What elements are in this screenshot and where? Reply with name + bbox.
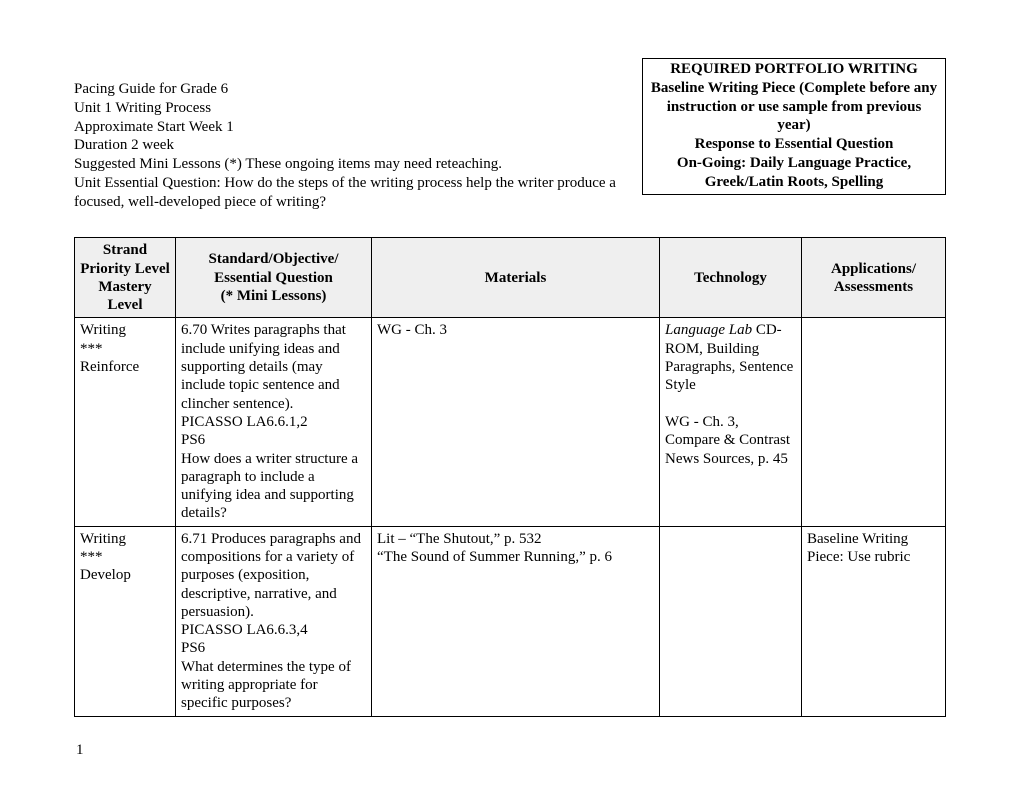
col-strand-header: StrandPriority LevelMastery Level (75, 238, 176, 318)
table-row: Writing***Develop 6.71 Produces paragrap… (75, 526, 946, 716)
cell-strand: Writing***Reinforce (75, 318, 176, 526)
table-row: Writing***Reinforce 6.70 Writes paragrap… (75, 318, 946, 526)
portfolio-box: REQUIRED PORTFOLIO WRITING Baseline Writ… (642, 58, 946, 195)
cell-applications (802, 318, 946, 526)
cell-materials: WG - Ch. 3 (372, 318, 660, 526)
tech-italic: Language Lab (665, 322, 752, 338)
cell-strand: Writing***Develop (75, 526, 176, 716)
cell-applications: Baseline Writing Piece: Use rubric (802, 526, 946, 716)
col-technology-header: Technology (660, 238, 802, 318)
header-line: Duration 2 week (74, 136, 624, 155)
table-header-row: StrandPriority LevelMastery Level Standa… (75, 238, 946, 318)
page-number: 1 (76, 742, 84, 759)
header-left: Pacing Guide for Grade 6 Unit 1 Writing … (74, 58, 624, 211)
cell-technology: Language Lab CD-ROM, Building Paragraphs… (660, 318, 802, 526)
portfolio-line: Response to Essential Question (649, 135, 939, 154)
header-line: Pacing Guide for Grade 6 (74, 80, 624, 99)
col-standard-header: Standard/Objective/Essential Question(* … (176, 238, 372, 318)
portfolio-line: REQUIRED PORTFOLIO WRITING (649, 60, 939, 79)
header-line: Unit 1 Writing Process (74, 99, 624, 118)
portfolio-line: Baseline Writing Piece (Complete before … (649, 79, 939, 135)
header-line: Unit Essential Question: How do the step… (74, 174, 624, 212)
cell-materials: Lit – “The Shutout,” p. 532“The Sound of… (372, 526, 660, 716)
col-applications-header: Applications/Assessments (802, 238, 946, 318)
cell-standard: 6.70 Writes paragraphs that include unif… (176, 318, 372, 526)
portfolio-line: On-Going: Daily Language Practice, Greek… (649, 154, 939, 192)
header-line: Suggested Mini Lessons (*) These ongoing… (74, 155, 624, 174)
col-materials-header: Materials (372, 238, 660, 318)
cell-technology (660, 526, 802, 716)
pacing-table: StrandPriority LevelMastery Level Standa… (74, 237, 946, 716)
header-line: Approximate Start Week 1 (74, 118, 624, 137)
tech-rest: CD-ROM, Building Paragraphs, Sentence St… (665, 322, 793, 466)
cell-standard: 6.71 Produces paragraphs and composition… (176, 526, 372, 716)
